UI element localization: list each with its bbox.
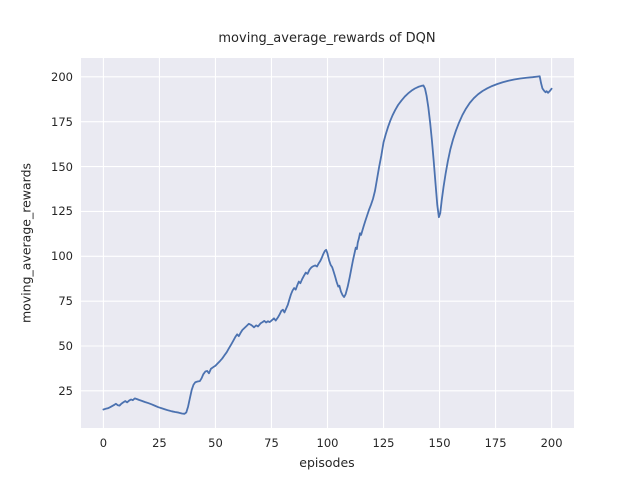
x-tick-label: 75 bbox=[264, 436, 279, 450]
y-axis-label: moving_average_rewards bbox=[18, 162, 34, 324]
plot-svg bbox=[81, 58, 574, 428]
data-line bbox=[102, 75, 553, 415]
x-tick-label: 175 bbox=[484, 436, 507, 450]
y-tick-label: 100 bbox=[51, 249, 73, 264]
y-tick-label: 175 bbox=[51, 114, 73, 129]
y-tick-label: 25 bbox=[58, 383, 73, 398]
y-tick-label: 75 bbox=[58, 294, 73, 309]
y-tick-label: 125 bbox=[51, 204, 73, 219]
x-tick-label: 100 bbox=[316, 436, 339, 450]
x-tick-label: 50 bbox=[208, 436, 223, 450]
x-tick-label: 0 bbox=[99, 436, 108, 450]
x-tick-label: 25 bbox=[152, 436, 167, 450]
chart-title: moving_average_rewards of DQN bbox=[218, 31, 436, 46]
x-tick-label: 125 bbox=[372, 436, 395, 450]
y-tick-label: 200 bbox=[51, 69, 73, 84]
x-tick-label: 200 bbox=[540, 436, 563, 450]
y-tick-label: 150 bbox=[51, 159, 73, 174]
x-axis-label: episodes bbox=[299, 455, 355, 470]
y-tick-label: 50 bbox=[58, 338, 73, 353]
x-tick-label: 150 bbox=[428, 436, 451, 450]
